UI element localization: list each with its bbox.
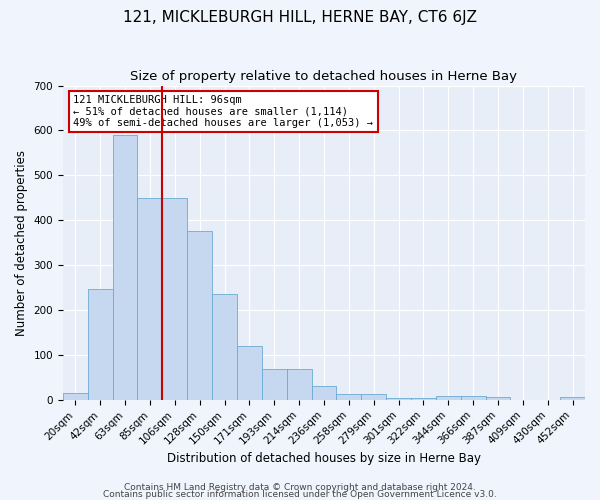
Bar xyxy=(113,135,137,400)
Bar xyxy=(337,394,361,400)
Title: Size of property relative to detached houses in Herne Bay: Size of property relative to detached ho… xyxy=(130,70,517,83)
Bar xyxy=(386,398,411,400)
Bar xyxy=(287,370,311,400)
Bar xyxy=(63,393,88,400)
Bar xyxy=(187,232,212,400)
Bar xyxy=(237,346,262,400)
Bar xyxy=(311,386,337,400)
Bar xyxy=(411,398,436,400)
Bar xyxy=(212,294,237,400)
Bar xyxy=(436,396,461,400)
Bar xyxy=(461,396,485,400)
Bar xyxy=(361,394,386,400)
Text: 121, MICKLEBURGH HILL, HERNE BAY, CT6 6JZ: 121, MICKLEBURGH HILL, HERNE BAY, CT6 6J… xyxy=(123,10,477,25)
Bar xyxy=(485,396,511,400)
Text: Contains public sector information licensed under the Open Government Licence v3: Contains public sector information licen… xyxy=(103,490,497,499)
Bar xyxy=(163,198,187,400)
Text: 121 MICKLEBURGH HILL: 96sqm
← 51% of detached houses are smaller (1,114)
49% of : 121 MICKLEBURGH HILL: 96sqm ← 51% of det… xyxy=(73,95,373,128)
X-axis label: Distribution of detached houses by size in Herne Bay: Distribution of detached houses by size … xyxy=(167,452,481,465)
Text: Contains HM Land Registry data © Crown copyright and database right 2024.: Contains HM Land Registry data © Crown c… xyxy=(124,484,476,492)
Bar xyxy=(88,288,113,400)
Y-axis label: Number of detached properties: Number of detached properties xyxy=(15,150,28,336)
Bar xyxy=(262,370,287,400)
Bar xyxy=(560,396,585,400)
Bar xyxy=(137,198,163,400)
